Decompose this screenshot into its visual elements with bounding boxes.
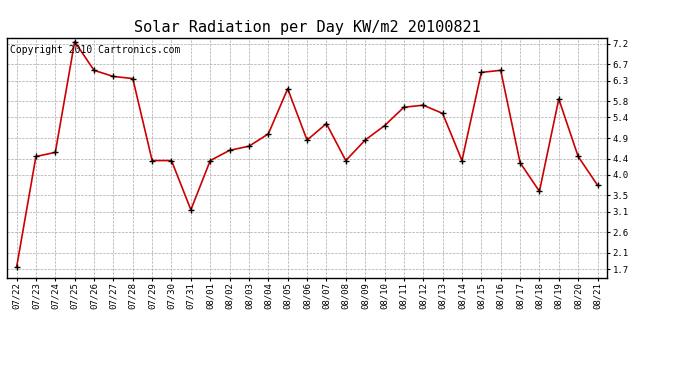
Title: Solar Radiation per Day KW/m2 20100821: Solar Radiation per Day KW/m2 20100821 — [134, 20, 480, 35]
Text: Copyright 2010 Cartronics.com: Copyright 2010 Cartronics.com — [10, 45, 180, 55]
